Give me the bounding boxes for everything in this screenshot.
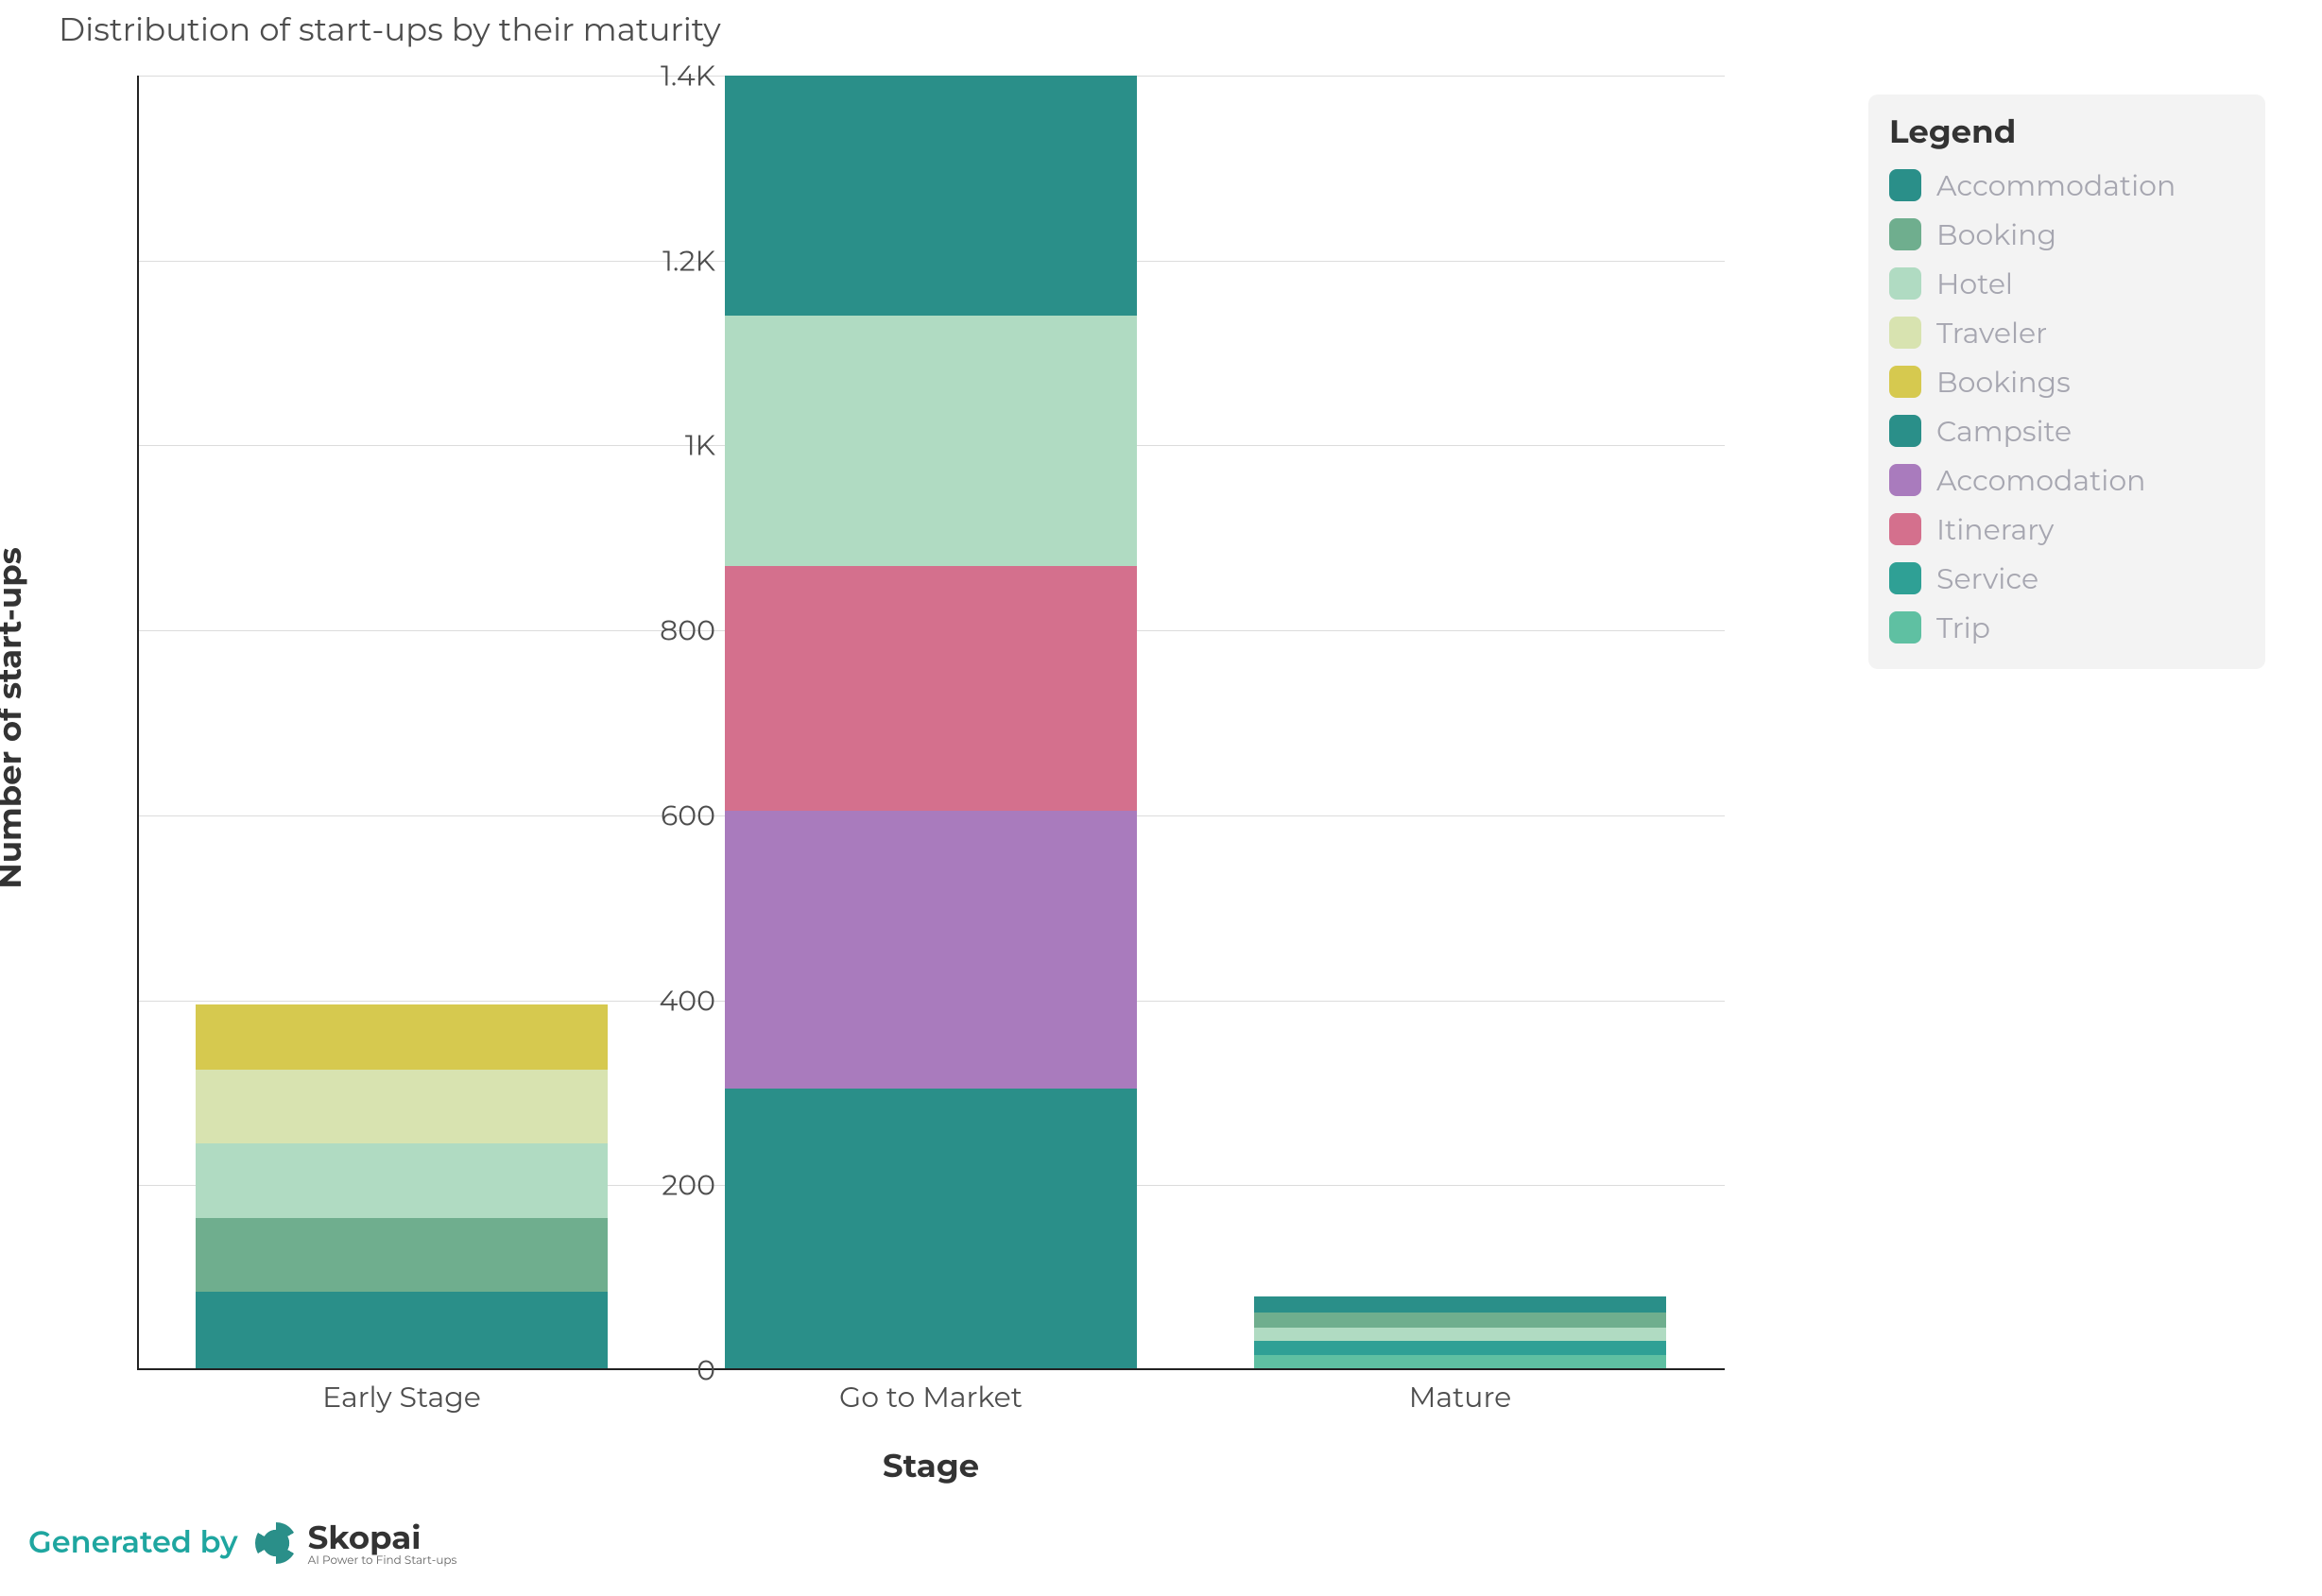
bar-group <box>725 76 1138 1370</box>
y-tick-label: 600 <box>602 798 715 832</box>
plot-area <box>137 76 1725 1370</box>
bar-segment <box>725 316 1138 565</box>
legend-label: Accomodation <box>1936 463 2145 498</box>
legend-label: Trip <box>1936 610 1990 645</box>
bar-segment <box>196 1218 609 1292</box>
brand-subtitle: AI Power to Find Start-ups <box>308 1553 457 1568</box>
bar-segment <box>725 76 1138 316</box>
legend-swatch-icon <box>1889 415 1921 447</box>
legend-item[interactable]: Campsite <box>1889 406 2245 455</box>
legend-swatch-icon <box>1889 366 1921 398</box>
y-tick-label: 1K <box>602 428 715 463</box>
bar-segment <box>1254 1313 1667 1328</box>
legend-label: Itinerary <box>1936 512 2054 547</box>
bar-segment <box>725 811 1138 1089</box>
legend-swatch-icon <box>1889 169 1921 201</box>
y-tick-label: 200 <box>602 1168 715 1203</box>
x-tick-label: Early Stage <box>322 1380 481 1415</box>
x-tick-label: Mature <box>1409 1380 1511 1415</box>
bar-group <box>1254 1296 1667 1370</box>
brand-name: Skopai <box>308 1518 457 1557</box>
legend-item[interactable]: Booking <box>1889 210 2245 259</box>
legend-item[interactable]: Service <box>1889 554 2245 603</box>
y-tick-label: 1.4K <box>602 59 715 94</box>
generated-by-label: Generated by <box>28 1524 238 1561</box>
legend-title: Legend <box>1889 112 2245 151</box>
legend-swatch-icon <box>1889 464 1921 496</box>
legend-label: Bookings <box>1936 365 2071 400</box>
legend-label: Hotel <box>1936 266 2013 301</box>
legend: Legend Accommodation Booking Hotel Traveler… <box>1868 94 2265 669</box>
bar-segment <box>1254 1296 1667 1313</box>
bar-segment <box>1254 1328 1667 1341</box>
bar-segment <box>725 566 1138 811</box>
y-axis-title: Number of start-ups <box>0 547 29 889</box>
y-tick-label: 400 <box>602 983 715 1018</box>
footer-attribution: Generated by Skopai AI Power to Find Sta… <box>28 1518 456 1568</box>
legend-item[interactable]: Accommodation <box>1889 161 2245 210</box>
bar-segment <box>196 1143 609 1217</box>
legend-item[interactable]: Accomodation <box>1889 455 2245 505</box>
brand-block: Skopai AI Power to Find Start-ups <box>255 1518 457 1568</box>
y-tick-label: 1.2K <box>602 243 715 278</box>
y-tick-label: 0 <box>602 1353 715 1388</box>
legend-swatch-icon <box>1889 562 1921 594</box>
y-axis-line <box>137 76 139 1370</box>
x-tick-label: Go to Market <box>839 1380 1023 1415</box>
bar-segment <box>1254 1341 1667 1356</box>
legend-item[interactable]: Bookings <box>1889 357 2245 406</box>
legend-label: Campsite <box>1936 414 2072 449</box>
skopai-logo-icon <box>255 1522 297 1564</box>
legend-swatch-icon <box>1889 267 1921 300</box>
legend-swatch-icon <box>1889 317 1921 349</box>
legend-item[interactable]: Hotel <box>1889 259 2245 308</box>
bar-group <box>196 1004 609 1370</box>
bar-segment <box>196 1004 609 1070</box>
legend-item[interactable]: Itinerary <box>1889 505 2245 554</box>
legend-item[interactable]: Traveler <box>1889 308 2245 357</box>
chart-title: Distribution of start-ups by their matur… <box>59 9 721 49</box>
legend-label: Traveler <box>1936 316 2047 351</box>
bar-segment <box>196 1070 609 1143</box>
legend-label: Accommodation <box>1936 168 2176 203</box>
x-axis-title: Stage <box>883 1446 979 1485</box>
legend-label: Service <box>1936 561 2038 596</box>
legend-swatch-icon <box>1889 611 1921 644</box>
legend-item[interactable]: Trip <box>1889 603 2245 652</box>
bar-segment <box>196 1292 609 1370</box>
chart-container: Distribution of start-ups by their matur… <box>0 0 2322 1596</box>
x-axis-line <box>137 1368 1725 1370</box>
bar-segment <box>725 1089 1138 1370</box>
legend-swatch-icon <box>1889 513 1921 545</box>
legend-label: Booking <box>1936 217 2056 252</box>
y-tick-label: 800 <box>602 613 715 648</box>
legend-swatch-icon <box>1889 218 1921 250</box>
